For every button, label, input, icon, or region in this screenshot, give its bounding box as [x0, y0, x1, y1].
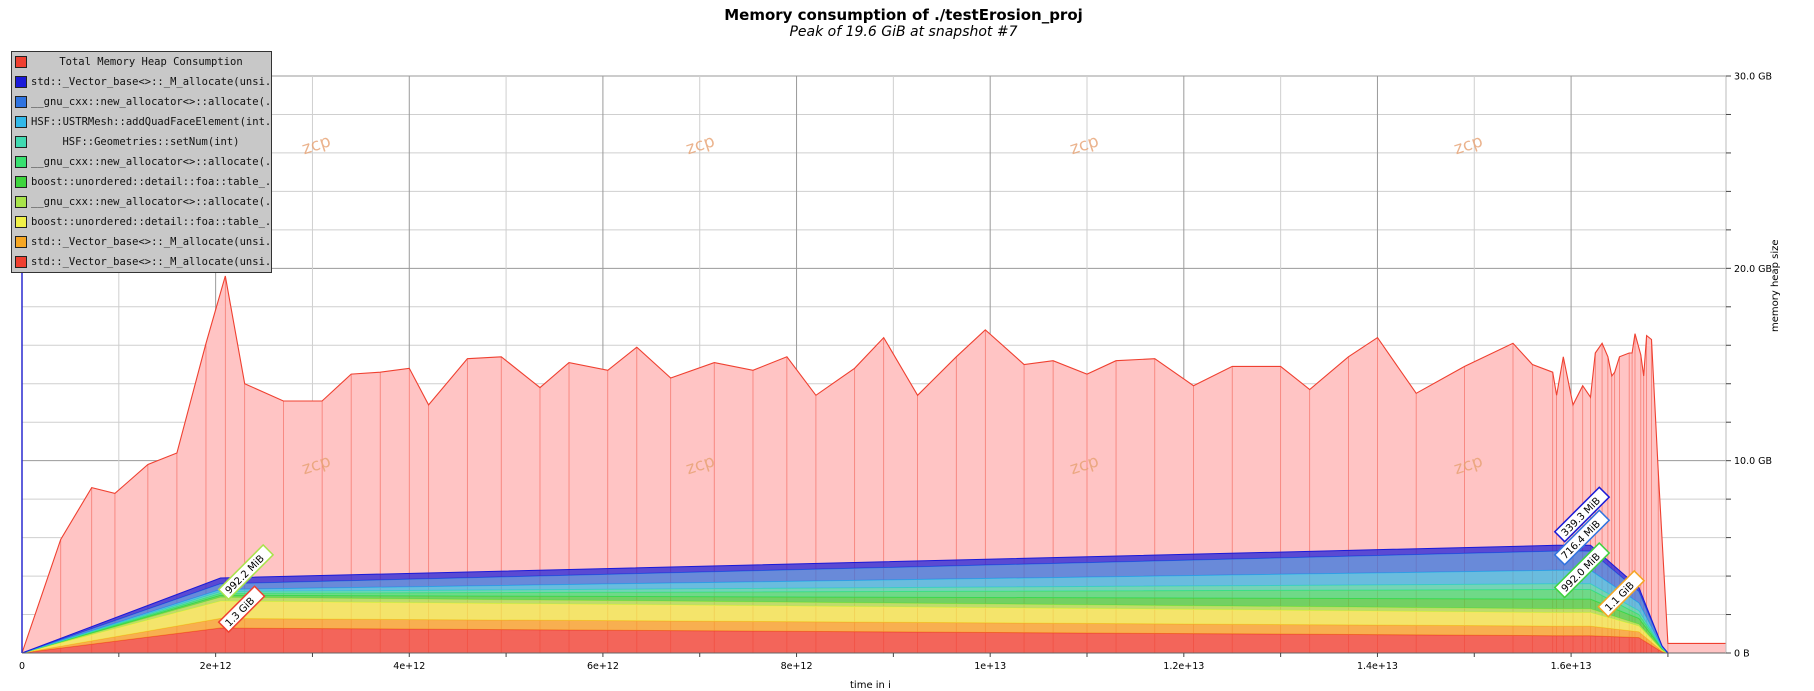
series-area-10 [22, 545, 1668, 653]
legend-label: std::_Vector_base<>::_M_allocate(unsi... [31, 76, 271, 88]
x-tick-label: 1.2e+13 [1163, 661, 1204, 672]
series-area-9 [22, 551, 1668, 653]
total-line [21, 275, 1726, 654]
legend-item: HSF::Geometries::setNum(int) [12, 132, 271, 152]
y-tick-label: 10.0 GB [1734, 456, 1772, 467]
y-tick-label: 20.0 GB [1734, 264, 1772, 275]
annotation-box [217, 585, 266, 634]
legend-label: boost::unordered::detail::foa::table_... [31, 216, 271, 228]
legend-swatch [15, 116, 27, 128]
legend-swatch [15, 256, 27, 268]
legend-swatch [15, 96, 27, 108]
legend-swatch [15, 76, 27, 88]
legend-label: boost::unordered::detail::foa::table_... [31, 176, 271, 188]
x-tick-label: 2e+12 [200, 661, 232, 672]
series-area-2 [22, 618, 1668, 653]
x-tick-label: 4e+12 [393, 661, 425, 672]
legend-swatch [15, 216, 27, 228]
legend-label: std::_Vector_base<>::_M_allocate(unsi... [31, 236, 271, 248]
y-axis-label: memory heap size [1770, 239, 1781, 333]
y-tick-label: 30.0 GB [1734, 72, 1772, 83]
watermark-text: zcp [684, 131, 718, 159]
watermark-text: zcp [300, 131, 334, 159]
legend-swatch [15, 176, 27, 188]
annotation-box [1553, 486, 1611, 543]
annotation-box [1553, 541, 1611, 599]
series-area-6 [22, 589, 1668, 653]
legend-label: __gnu_cxx::new_allocator<>::allocate(... [31, 156, 271, 168]
axes: 0 B 10.0 GB 20.0 GB 30.0 GB 0 2e+12 4e+12 6e+12… [19, 66, 1772, 672]
legend-swatch [15, 196, 27, 208]
legend-label: std::_Vector_base<>::_M_allocate(unsi... [31, 256, 271, 268]
legend-label: Total Memory Heap Consumption [59, 56, 243, 68]
x-tick-label: 1.6e+13 [1551, 661, 1592, 672]
legend-swatch [15, 236, 27, 248]
annotation-box [1553, 509, 1611, 566]
legend-item: __gnu_cxx::new_allocator<>::allocate(... [12, 152, 271, 172]
legend-label: HSF::Geometries::setNum(int) [62, 136, 240, 148]
y-tick-label: 0 B [1734, 649, 1750, 660]
legend-item: boost::unordered::detail::foa::table_... [12, 212, 271, 232]
series-area-8 [22, 570, 1668, 653]
x-tick-label: 6e+12 [587, 661, 619, 672]
legend-item: Total Memory Heap Consumption [12, 52, 271, 72]
watermark-text: zcp [1452, 131, 1486, 159]
legend-item: __gnu_cxx::new_allocator<>::allocate(... [12, 92, 271, 112]
x-tick-label: 1e+13 [974, 661, 1006, 672]
legend-label: __gnu_cxx::new_allocator<>::allocate(... [31, 196, 271, 208]
x-axis-label: time in i [850, 680, 891, 691]
series-area-3 [22, 601, 1668, 653]
legend-swatch [15, 156, 27, 168]
watermark-text: zcp [1068, 131, 1102, 159]
legend-swatch [15, 56, 27, 68]
x-tick-label: 1.4e+13 [1357, 661, 1398, 672]
legend-item: boost::unordered::detail::foa::table_... [12, 172, 271, 192]
stacked-series [21, 544, 1669, 654]
annotation-box [217, 543, 275, 601]
x-tick-label: 8e+12 [781, 661, 813, 672]
legend-item: std::_Vector_base<>::_M_allocate(unsi... [12, 72, 271, 92]
legend-item: __gnu_cxx::new_allocator<>::allocate(... [12, 192, 271, 212]
legend-item: HSF::USTRMesh::addQuadFaceElement(int... [12, 112, 271, 132]
annotation-box [1597, 569, 1646, 618]
series-line-10 [21, 544, 1669, 654]
chart-subtitle: Peak of 19.6 GiB at snapshot #7 [789, 24, 1018, 40]
chart-title: Memory consumption of ./testErosion_proj [724, 6, 1083, 24]
legend-label: __gnu_cxx::new_allocator<>::allocate(... [31, 96, 271, 108]
legend-label: HSF::USTRMesh::addQuadFaceElement(int... [31, 116, 271, 128]
series-area-5 [22, 595, 1668, 653]
legend-item: std::_Vector_base<>::_M_allocate(unsi... [12, 232, 271, 252]
legend-item: std::_Vector_base<>::_M_allocate(unsi... [12, 252, 271, 272]
x-tick-label: 0 [19, 661, 25, 672]
legend-swatch [15, 136, 27, 148]
